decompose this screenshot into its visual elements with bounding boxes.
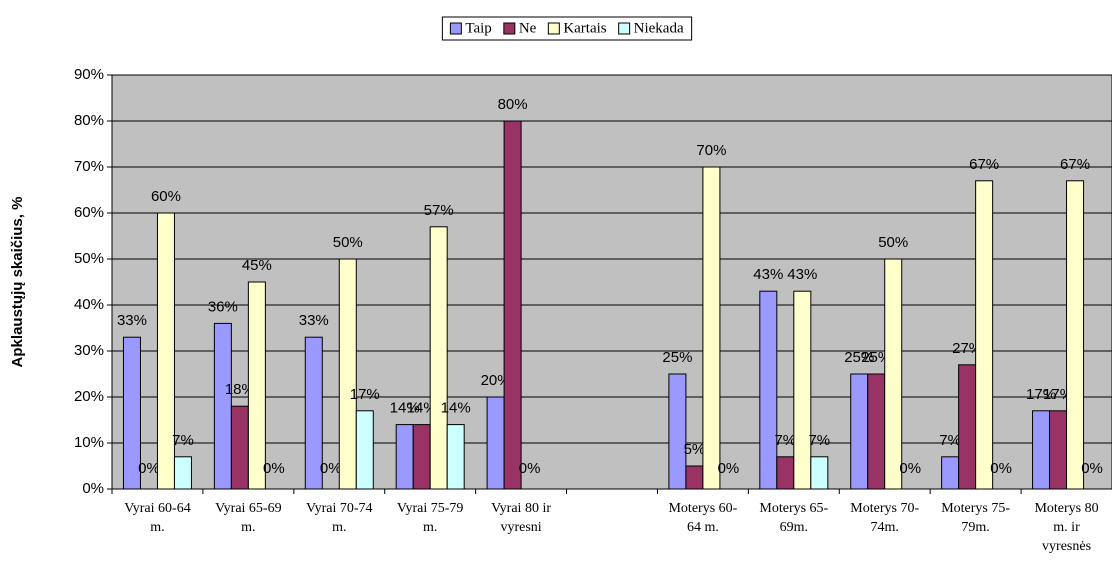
bar — [503, 120, 522, 490]
bar — [247, 281, 266, 490]
bar — [429, 226, 448, 490]
data-label: 67% — [969, 156, 999, 173]
data-label: 43% — [753, 266, 783, 283]
data-label: 17% — [1026, 386, 1056, 403]
data-label: 25% — [662, 349, 692, 366]
legend-label: Ne — [519, 20, 537, 36]
data-label: 5% — [684, 441, 706, 458]
bar — [793, 290, 812, 490]
data-label: 17% — [1043, 386, 1073, 403]
data-label: 33% — [299, 312, 329, 329]
legend-label: Niekada — [634, 20, 684, 36]
bar — [412, 424, 431, 490]
legend-swatch — [547, 22, 560, 35]
data-label: 0% — [320, 460, 342, 477]
bar — [338, 258, 357, 490]
data-label: 25% — [861, 349, 891, 366]
data-label: 57% — [424, 202, 454, 219]
bar — [776, 456, 795, 490]
bar — [702, 166, 721, 490]
data-label: 17% — [350, 386, 380, 403]
bar — [810, 456, 829, 490]
bar — [230, 405, 249, 490]
data-label: 33% — [117, 312, 147, 329]
data-label: 0% — [990, 460, 1012, 477]
bar — [975, 180, 994, 490]
data-label: 7% — [172, 432, 194, 449]
bar — [958, 364, 977, 490]
x-tick-label: Moterys 75-79m. — [941, 501, 1011, 535]
data-label: 18% — [225, 381, 255, 398]
data-label: 43% — [787, 266, 817, 283]
data-label: 0% — [1081, 460, 1103, 477]
data-label: 7% — [939, 432, 961, 449]
y-tick-label: 80% — [74, 112, 104, 129]
legend-swatch — [503, 22, 516, 35]
x-tick-label: Moterys 65-69m. — [759, 501, 829, 535]
y-tick-label: 50% — [74, 250, 104, 267]
data-label: 50% — [333, 234, 363, 251]
bar — [685, 465, 704, 490]
bar — [759, 290, 778, 490]
y-tick-label: 40% — [74, 296, 104, 313]
bar — [1032, 410, 1051, 490]
y-tick-label: 0% — [82, 480, 104, 497]
data-label: 7% — [808, 432, 830, 449]
y-tick-label: 10% — [74, 434, 104, 451]
bar — [446, 424, 465, 490]
plot-area — [111, 74, 1112, 490]
data-label: 0% — [138, 460, 160, 477]
x-tick-label: Vyrai 60-64 m. — [124, 501, 191, 535]
data-label: 0% — [263, 460, 285, 477]
y-tick-label: 30% — [74, 342, 104, 359]
data-label: 7% — [774, 432, 796, 449]
data-label: 70% — [696, 142, 726, 159]
data-label: 20% — [481, 372, 511, 389]
y-tick-label: 20% — [74, 388, 104, 405]
legend-label: Taip — [465, 20, 491, 36]
x-tick-label: Moterys 80 m. ir vyresnės — [1034, 501, 1099, 554]
data-label: 14% — [390, 400, 420, 417]
data-label: 80% — [498, 96, 528, 113]
data-label: 60% — [151, 188, 181, 205]
bar — [867, 373, 886, 490]
bar — [486, 396, 505, 490]
data-label: 14% — [407, 400, 437, 417]
bar — [1049, 410, 1068, 490]
legend-label: Kartais — [563, 20, 606, 36]
bar — [173, 456, 192, 490]
data-label: 27% — [952, 340, 982, 357]
bar — [1066, 180, 1085, 490]
x-tick-label: Moterys 60-64 m. — [668, 501, 738, 535]
data-label: 0% — [899, 460, 921, 477]
data-label: 0% — [718, 460, 740, 477]
bar — [884, 258, 903, 490]
bar — [213, 322, 232, 490]
bar — [850, 373, 869, 490]
data-label: 0% — [519, 460, 541, 477]
data-label: 36% — [208, 298, 238, 315]
x-tick-label: Vyrai 75-79 m. — [396, 501, 464, 535]
x-tick-label: Vyrai 80 ir vyresni — [491, 501, 552, 535]
x-tick-label: Vyrai 70-74 m. — [306, 501, 373, 535]
x-tick-label: Vyrai 65-69 m. — [215, 501, 282, 535]
y-axis-title: Apklaustųjų skaičius, % — [9, 197, 26, 368]
data-label: 25% — [844, 349, 874, 366]
x-tick-label: Moterys 70-74m. — [850, 501, 920, 535]
bar — [941, 456, 960, 490]
bar — [668, 373, 687, 490]
y-tick-label: 90% — [74, 66, 104, 83]
y-tick-label: 60% — [74, 204, 104, 221]
data-label: 50% — [878, 234, 908, 251]
data-label: 14% — [441, 400, 471, 417]
data-label: 45% — [242, 257, 272, 274]
bar — [395, 424, 414, 490]
data-label: 67% — [1060, 156, 1090, 173]
legend-swatch — [449, 22, 462, 35]
bar — [355, 410, 374, 490]
y-tick-label: 70% — [74, 158, 104, 175]
legend-swatch — [618, 22, 631, 35]
